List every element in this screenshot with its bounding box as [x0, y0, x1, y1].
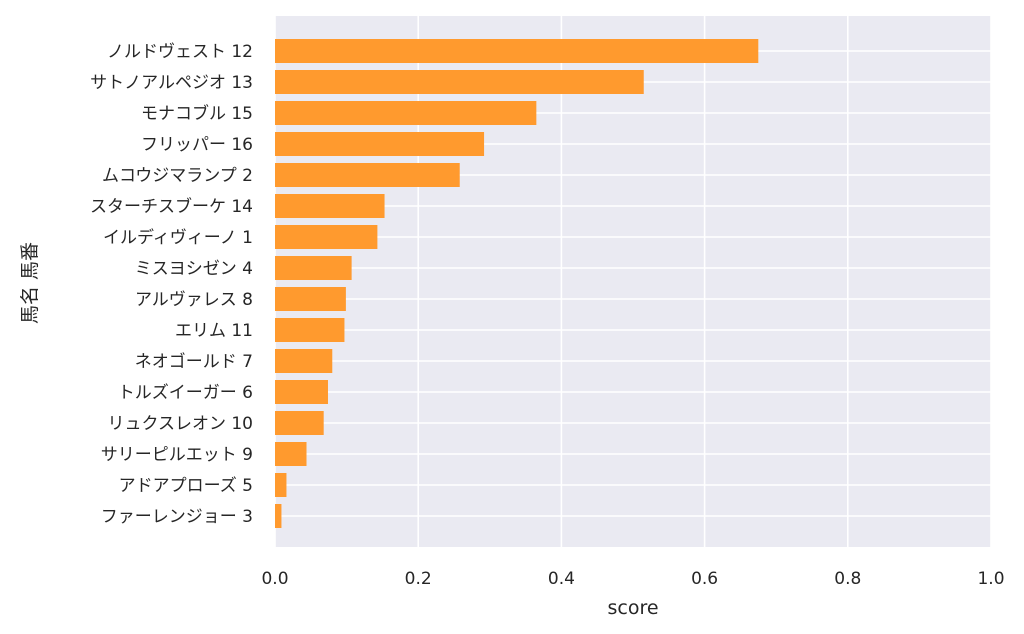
- y-tick-label: アドアプローズ 5: [119, 476, 253, 496]
- bar: [275, 225, 378, 249]
- bar: [275, 318, 345, 342]
- y-tick-label: モナコブル 15: [141, 103, 253, 124]
- bar: [275, 411, 324, 435]
- y-tick-label: スターチスブーケ 14: [90, 196, 253, 217]
- bar: [275, 163, 460, 187]
- bar: [275, 349, 333, 373]
- y-tick-label: トルズイーガー 6: [118, 383, 253, 403]
- y-tick-label: リュクスレオン 10: [107, 414, 253, 434]
- y-tick-label: サリーピルエット 9: [101, 445, 253, 465]
- x-tick-label: 0.2: [405, 569, 432, 589]
- bar: [275, 380, 328, 404]
- x-tick-label: 0.0: [261, 569, 288, 589]
- bar: [275, 101, 537, 125]
- y-tick-label: エリム 11: [175, 321, 253, 341]
- y-tick-label: アルヴァレス 8: [135, 290, 253, 310]
- y-tick-label: イルディヴィーノ 1: [103, 227, 253, 248]
- bar: [275, 287, 346, 311]
- bar: [275, 39, 759, 63]
- x-tick-labels: 0.0 0.2 0.4 0.6 0.8 1.0: [261, 569, 1004, 589]
- bars: [275, 39, 759, 528]
- plot-background: [275, 16, 991, 547]
- bar: [275, 194, 385, 218]
- y-tick-label: ファーレンジョー 3: [101, 507, 253, 527]
- bar: [275, 70, 644, 94]
- bar: [275, 442, 307, 466]
- y-axis-title: 馬名 馬番: [19, 242, 41, 324]
- x-tick-label: 0.6: [691, 569, 718, 589]
- y-tick-label: フリッパー 16: [141, 135, 253, 155]
- y-tick-label: ノルドヴェスト 12: [107, 42, 253, 62]
- y-tick-labels: ノルドヴェスト 12 サトノアルペジオ 13 モナコブル 15 フリッパー 16 ムコウ…: [90, 42, 253, 527]
- y-tick-label: ミスヨシゼン 4: [135, 259, 253, 279]
- bar: [275, 132, 485, 156]
- y-tick-label: ネオゴールド 7: [135, 351, 253, 372]
- y-tick-label: サトノアルペジオ 13: [90, 73, 253, 93]
- x-tick-label: 0.8: [834, 569, 861, 589]
- x-tick-label: 1.0: [977, 569, 1004, 589]
- x-tick-label: 0.4: [548, 569, 575, 589]
- bar: [275, 256, 352, 280]
- y-tick-label: ムコウジマランプ 2: [102, 166, 253, 186]
- x-axis-title: score: [607, 597, 658, 619]
- bar: [275, 504, 282, 528]
- bar: [275, 473, 287, 497]
